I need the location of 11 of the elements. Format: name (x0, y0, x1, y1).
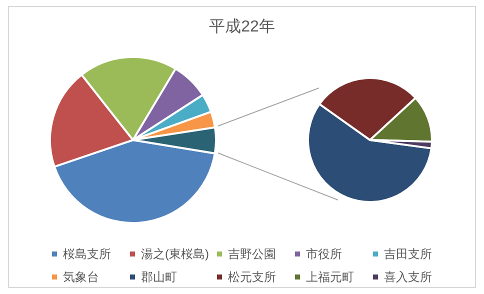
legend-label: 市役所 (306, 247, 342, 261)
legend-label: 松元支所 (228, 270, 276, 284)
legend-label: 吉野公園 (228, 247, 276, 261)
legend-label: 郡山町 (141, 270, 177, 284)
chart-title: 平成22年 (209, 18, 275, 36)
legend-label: 桜島支所 (63, 247, 111, 261)
legend-label: 気象台 (63, 270, 99, 284)
legend-label: 湯之(東桜島) (141, 247, 209, 261)
legend-label: 上福元町 (306, 270, 354, 284)
legend-label: 吉田支所 (384, 247, 432, 261)
legend-label: 喜入支所 (384, 270, 432, 284)
